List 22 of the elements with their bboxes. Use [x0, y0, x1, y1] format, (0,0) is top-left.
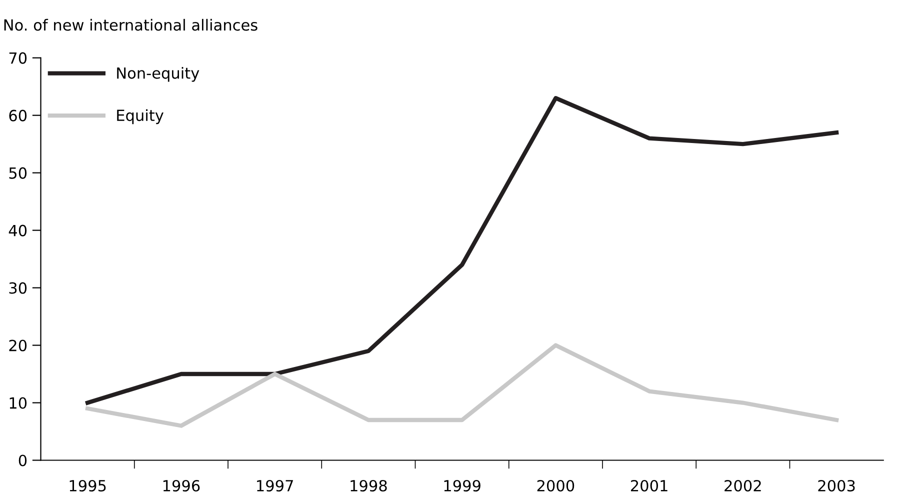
- x-tick-label: 1995: [70, 480, 106, 492]
- y-tick-label: 0: [18, 454, 27, 466]
- y-tick-label: 20: [9, 340, 27, 352]
- x-tick-label: 2001: [630, 480, 668, 492]
- legend-label: Non-equity: [117, 67, 200, 82]
- x-tick-label: 1997: [257, 480, 293, 492]
- line-series: [85, 96, 839, 405]
- x-tick-label: 2002: [724, 480, 761, 492]
- x-tick-label: 1996: [163, 480, 200, 492]
- x-tick-label: 2003: [818, 480, 855, 492]
- y-tick-label: 60: [9, 110, 27, 122]
- x-tick-label: 2000: [537, 480, 574, 492]
- y-axis-title: No. of new international alliances: [4, 18, 258, 31]
- x-tick-label: 1999: [444, 480, 480, 492]
- y-tick-label: 40: [8, 224, 27, 236]
- y-tick-label: 70: [9, 52, 27, 64]
- legend-label: Equity: [117, 109, 164, 124]
- x-tick-label: 1998: [350, 480, 387, 492]
- y-tick-label: 10: [10, 397, 27, 409]
- y-tick-label: 30: [9, 282, 27, 294]
- line-series: [85, 343, 839, 428]
- y-tick-label: 50: [9, 167, 27, 179]
